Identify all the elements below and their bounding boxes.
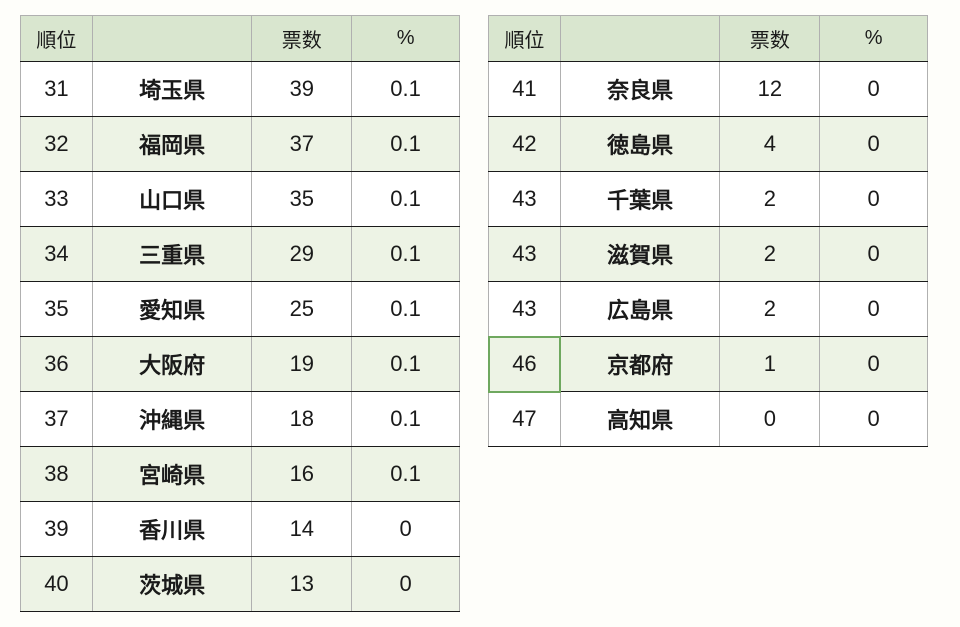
table-header-row: 順位 票数 % xyxy=(489,16,928,62)
table-body-right: 41奈良県12042徳島県4043千葉県2043滋賀県2043広島県2046京都… xyxy=(489,62,928,447)
cell-prefecture: 埼玉県 xyxy=(92,62,252,117)
table-row: 43滋賀県20 xyxy=(489,227,928,282)
cell-prefecture: 宮崎県 xyxy=(92,447,252,502)
table-row: 43千葉県20 xyxy=(489,172,928,227)
table-row: 36大阪府190.1 xyxy=(21,337,460,392)
cell-votes: 16 xyxy=(252,447,352,502)
ranking-table-right: 順位 票数 % 41奈良県12042徳島県4043千葉県2043滋賀県2043広… xyxy=(488,15,928,447)
cell-votes: 35 xyxy=(252,172,352,227)
cell-percent: 0.1 xyxy=(352,282,460,337)
cell-percent: 0 xyxy=(820,337,928,392)
header-rank: 順位 xyxy=(21,16,93,62)
cell-rank: 39 xyxy=(21,502,93,557)
cell-rank: 42 xyxy=(489,117,561,172)
cell-prefecture: 三重県 xyxy=(92,227,252,282)
cell-rank: 38 xyxy=(21,447,93,502)
cell-votes: 0 xyxy=(720,392,820,447)
table-row: 43広島県20 xyxy=(489,282,928,337)
cell-percent: 0 xyxy=(820,227,928,282)
table-row: 35愛知県250.1 xyxy=(21,282,460,337)
cell-percent: 0.1 xyxy=(352,62,460,117)
cell-prefecture: 広島県 xyxy=(560,282,720,337)
cell-percent: 0.1 xyxy=(352,392,460,447)
cell-votes: 2 xyxy=(720,227,820,282)
cell-rank: 47 xyxy=(489,392,561,447)
table-row: 34三重県290.1 xyxy=(21,227,460,282)
cell-percent: 0.1 xyxy=(352,447,460,502)
table-row: 42徳島県40 xyxy=(489,117,928,172)
cell-votes: 29 xyxy=(252,227,352,282)
header-rank: 順位 xyxy=(489,16,561,62)
ranking-table-left: 順位 票数 % 31埼玉県390.132福岡県370.133山口県350.134… xyxy=(20,15,460,612)
table-row: 46京都府10 xyxy=(489,337,928,392)
table-row: 39香川県140 xyxy=(21,502,460,557)
cell-rank: 32 xyxy=(21,117,93,172)
cell-percent: 0.1 xyxy=(352,117,460,172)
header-votes: 票数 xyxy=(252,16,352,62)
header-prefecture xyxy=(560,16,720,62)
cell-rank: 31 xyxy=(21,62,93,117)
header-votes: 票数 xyxy=(720,16,820,62)
cell-votes: 39 xyxy=(252,62,352,117)
cell-percent: 0 xyxy=(820,117,928,172)
cell-percent: 0 xyxy=(820,62,928,117)
cell-prefecture: 千葉県 xyxy=(560,172,720,227)
cell-votes: 2 xyxy=(720,282,820,337)
cell-percent: 0 xyxy=(820,172,928,227)
cell-prefecture: 奈良県 xyxy=(560,62,720,117)
cell-percent: 0 xyxy=(820,282,928,337)
cell-percent: 0.1 xyxy=(352,172,460,227)
cell-votes: 2 xyxy=(720,172,820,227)
cell-rank: 35 xyxy=(21,282,93,337)
cell-percent: 0 xyxy=(820,392,928,447)
cell-prefecture: 香川県 xyxy=(92,502,252,557)
header-percent: % xyxy=(820,16,928,62)
cell-prefecture: 山口県 xyxy=(92,172,252,227)
cell-votes: 37 xyxy=(252,117,352,172)
cell-rank: 43 xyxy=(489,172,561,227)
cell-votes: 1 xyxy=(720,337,820,392)
cell-percent: 0 xyxy=(352,557,460,612)
table-row: 33山口県350.1 xyxy=(21,172,460,227)
cell-prefecture: 福岡県 xyxy=(92,117,252,172)
cell-percent: 0 xyxy=(352,502,460,557)
table-row: 38宮崎県160.1 xyxy=(21,447,460,502)
cell-rank: 43 xyxy=(489,227,561,282)
cell-votes: 4 xyxy=(720,117,820,172)
cell-rank: 37 xyxy=(21,392,93,447)
table-row: 31埼玉県390.1 xyxy=(21,62,460,117)
table-body-left: 31埼玉県390.132福岡県370.133山口県350.134三重県290.1… xyxy=(21,62,460,612)
table-header-row: 順位 票数 % xyxy=(21,16,460,62)
cell-rank: 34 xyxy=(21,227,93,282)
cell-prefecture: 沖縄県 xyxy=(92,392,252,447)
cell-prefecture: 徳島県 xyxy=(560,117,720,172)
cell-prefecture: 高知県 xyxy=(560,392,720,447)
table-row: 41奈良県120 xyxy=(489,62,928,117)
cell-prefecture: 大阪府 xyxy=(92,337,252,392)
header-percent: % xyxy=(352,16,460,62)
cell-percent: 0.1 xyxy=(352,337,460,392)
cell-prefecture: 滋賀県 xyxy=(560,227,720,282)
cell-votes: 19 xyxy=(252,337,352,392)
cell-rank: 36 xyxy=(21,337,93,392)
table-row: 32福岡県370.1 xyxy=(21,117,460,172)
header-prefecture xyxy=(92,16,252,62)
cell-votes: 13 xyxy=(252,557,352,612)
cell-rank: 43 xyxy=(489,282,561,337)
cell-votes: 25 xyxy=(252,282,352,337)
cell-votes: 14 xyxy=(252,502,352,557)
cell-prefecture: 愛知県 xyxy=(92,282,252,337)
cell-rank: 46 xyxy=(489,337,561,392)
table-row: 40茨城県130 xyxy=(21,557,460,612)
cell-rank: 40 xyxy=(21,557,93,612)
cell-votes: 12 xyxy=(720,62,820,117)
cell-rank: 33 xyxy=(21,172,93,227)
cell-percent: 0.1 xyxy=(352,227,460,282)
cell-prefecture: 京都府 xyxy=(560,337,720,392)
cell-votes: 18 xyxy=(252,392,352,447)
cell-rank: 41 xyxy=(489,62,561,117)
cell-prefecture: 茨城県 xyxy=(92,557,252,612)
table-row: 47高知県00 xyxy=(489,392,928,447)
table-row: 37沖縄県180.1 xyxy=(21,392,460,447)
